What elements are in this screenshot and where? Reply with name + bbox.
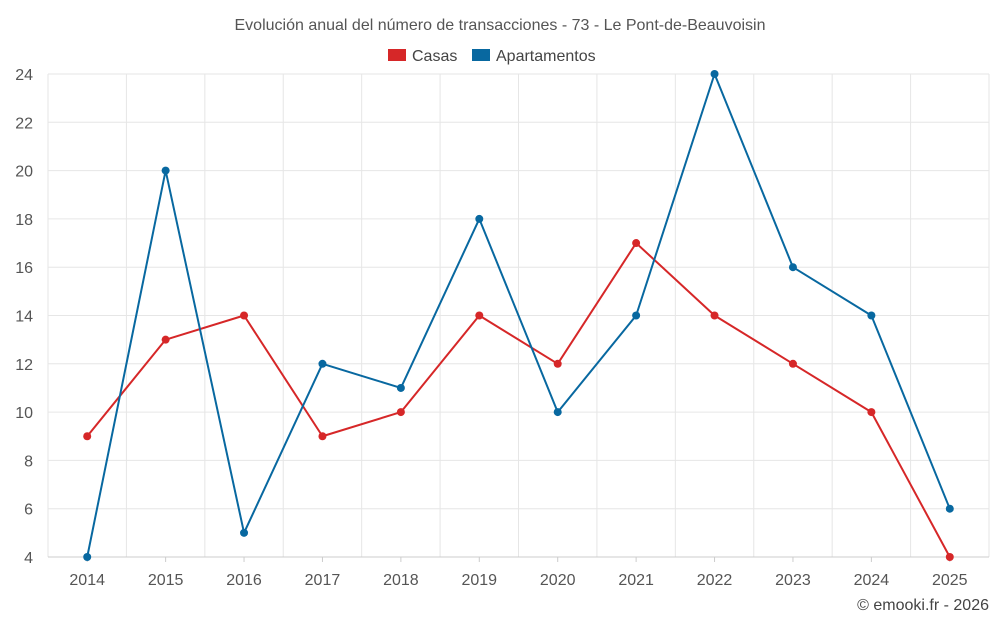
y-tick-label-8: 8 xyxy=(24,453,33,470)
series-layer xyxy=(83,70,954,561)
legend-item-casas[interactable]: Casas xyxy=(388,48,457,65)
x-tick-label-2025: 2025 xyxy=(932,572,968,589)
x-tick-label-2022: 2022 xyxy=(697,572,733,589)
data-point-apartamentos-2025[interactable] xyxy=(945,504,954,513)
data-point-casas-2016[interactable] xyxy=(240,311,249,320)
y-tick-label-10: 10 xyxy=(15,405,33,422)
data-point-casas-2022[interactable] xyxy=(710,311,719,320)
y-tick-label-12: 12 xyxy=(15,357,33,374)
y-tick-label-24: 24 xyxy=(15,67,33,84)
y-tick-label-14: 14 xyxy=(15,309,33,326)
x-tick-label-2023: 2023 xyxy=(775,572,811,589)
data-point-casas-2017[interactable] xyxy=(318,432,327,441)
x-tick-label-2018: 2018 xyxy=(383,572,419,589)
y-tick-label-22: 22 xyxy=(15,115,33,132)
data-point-apartamentos-2023[interactable] xyxy=(788,263,797,272)
x-tick-label-2024: 2024 xyxy=(854,572,890,589)
y-tick-label-18: 18 xyxy=(15,212,33,229)
data-point-casas-2023[interactable] xyxy=(788,359,797,368)
y-tick-label-16: 16 xyxy=(15,260,33,277)
series-line-casas xyxy=(86,242,951,558)
x-tick-label-2017: 2017 xyxy=(305,572,341,589)
chart-title: Evolución anual del número de transaccio… xyxy=(235,17,766,34)
data-point-casas-2014[interactable] xyxy=(83,432,92,441)
data-point-casas-2018[interactable] xyxy=(396,408,405,417)
series-apartamentos xyxy=(83,70,954,561)
legend-label-apartamentos: Apartamentos xyxy=(496,48,596,65)
x-tick-label-2020: 2020 xyxy=(540,572,576,589)
data-point-casas-2021[interactable] xyxy=(632,239,641,248)
data-point-apartamentos-2021[interactable] xyxy=(632,311,641,320)
x-tick-label-2016: 2016 xyxy=(226,572,262,589)
legend-item-apartamentos[interactable]: Apartamentos xyxy=(472,48,596,65)
data-point-apartamentos-2020[interactable] xyxy=(553,408,562,417)
data-point-apartamentos-2019[interactable] xyxy=(475,214,484,223)
data-point-casas-2019[interactable] xyxy=(475,311,484,320)
y-tick-label-4: 4 xyxy=(24,550,33,567)
footer-credit: © emooki.fr - 2026 xyxy=(857,597,989,614)
data-point-apartamentos-2014[interactable] xyxy=(83,553,92,561)
data-point-casas-2020[interactable] xyxy=(553,359,562,368)
data-point-casas-2024[interactable] xyxy=(867,408,876,417)
data-point-apartamentos-2017[interactable] xyxy=(318,359,327,368)
series-line-apartamentos xyxy=(86,73,951,558)
x-tick-label-2021: 2021 xyxy=(618,572,654,589)
data-point-apartamentos-2016[interactable] xyxy=(240,528,249,537)
x-axis-tick-labels: 2014 2015 2016 2017 2018 2019 2020 2021 2022 2023… xyxy=(69,557,968,589)
x-tick-label-2019: 2019 xyxy=(461,572,497,589)
data-point-casas-2025[interactable] xyxy=(945,553,954,561)
data-point-apartamentos-2024[interactable] xyxy=(867,311,876,320)
data-point-apartamentos-2022[interactable] xyxy=(710,70,719,78)
data-point-apartamentos-2015[interactable] xyxy=(161,166,170,175)
data-point-casas-2015[interactable] xyxy=(161,335,170,344)
y-tick-label-6: 6 xyxy=(24,502,33,519)
x-tick-label-2014: 2014 xyxy=(69,572,105,589)
legend-swatch-apartamentos xyxy=(472,49,490,61)
legend-label-casas: Casas xyxy=(412,48,457,65)
y-tick-label-20: 20 xyxy=(15,164,33,181)
legend-swatch-casas xyxy=(388,49,406,61)
legend: Casas Apartamentos xyxy=(388,48,596,65)
y-axis-tick-labels: 4 6 8 10 12 14 16 18 20 22 24 xyxy=(15,67,33,567)
data-point-apartamentos-2018[interactable] xyxy=(396,383,405,392)
series-casas xyxy=(83,239,954,561)
x-tick-label-2015: 2015 xyxy=(148,572,184,589)
x-gridlines xyxy=(47,74,990,557)
